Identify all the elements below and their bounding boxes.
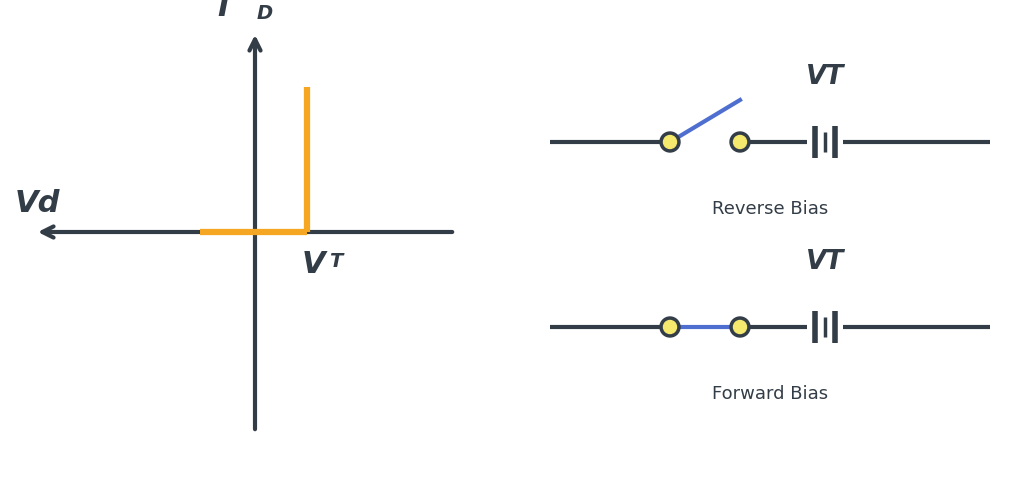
Circle shape — [664, 135, 677, 149]
Text: Reverse Bias: Reverse Bias — [712, 200, 828, 218]
Circle shape — [733, 135, 746, 149]
Circle shape — [733, 320, 746, 334]
Text: T: T — [329, 252, 342, 271]
Text: V: V — [302, 250, 326, 279]
Circle shape — [660, 317, 680, 337]
Circle shape — [664, 320, 677, 334]
Text: Vd: Vd — [15, 189, 60, 219]
Text: VT: VT — [806, 249, 844, 275]
Circle shape — [730, 317, 750, 337]
Text: D: D — [257, 4, 273, 23]
Text: Forward Bias: Forward Bias — [712, 385, 828, 403]
Text: I: I — [217, 0, 228, 22]
Text: VT: VT — [806, 64, 844, 90]
Circle shape — [730, 132, 750, 152]
Circle shape — [660, 132, 680, 152]
